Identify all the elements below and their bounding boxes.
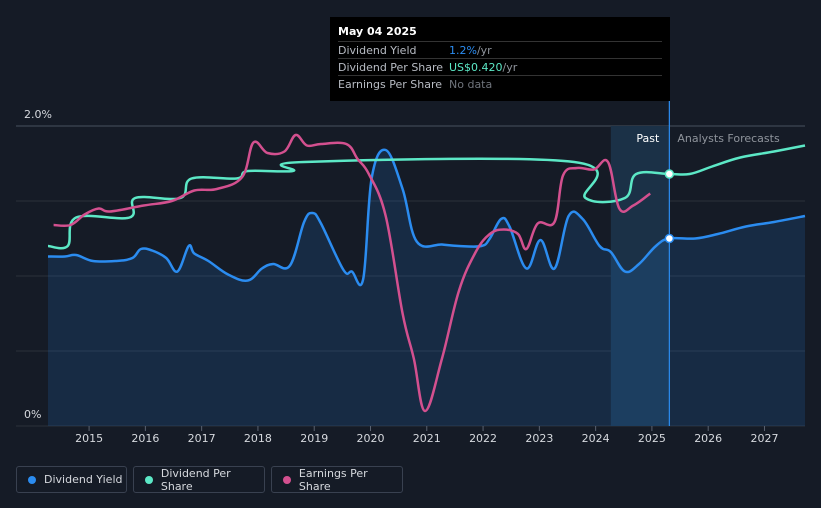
tooltip-value: No data [449,78,493,91]
tooltip-date: May 04 2025 [338,25,417,38]
x-tick-label: 2027 [750,432,778,445]
x-tick-label: 2019 [300,432,328,445]
dividend-yield-area [48,149,805,426]
series-lines [47,133,806,413]
x-tick-label: 2016 [131,432,159,445]
x-axis-ticks: 2015 2016 2017 2018 2019 2020 2021 2022 2023 2024… [75,426,778,445]
dividend-yield-line [47,148,806,287]
tooltip: May 04 2025 Dividend Yield 1.2% /yr Divi… [330,17,670,101]
legend-earnings-per-share[interactable]: Earnings Per Share [271,466,403,493]
highlight-point [664,233,675,244]
tooltip-row-dividend-per-share: Dividend Per Share US$0.420 /yr [338,58,662,76]
tooltip-label: Dividend Yield [338,44,417,57]
legend-dividend-per-share[interactable]: Dividend Per Share [133,466,265,493]
x-tick-label: 2021 [413,432,441,445]
tooltip-label: Dividend Per Share [338,61,444,74]
x-tick-label: 2015 [75,432,103,445]
y-label-top: 2.0% [24,108,52,121]
y-label-bottom: 0% [24,408,41,421]
dividend-per-share-line [47,144,806,250]
tooltip-row-dividend-yield: Dividend Yield 1.2% /yr [338,41,662,59]
tooltip-unit: /yr [502,61,518,74]
tooltip-label: Earnings Per Share [338,78,443,91]
legend-label: Dividend Per Share [160,466,231,493]
highlight-points [664,169,675,244]
earnings-per-share-line [53,133,651,413]
x-tick-label: 2022 [469,432,497,445]
tooltip-row-earnings-per-share: Earnings Per Share No data [338,75,662,93]
tooltip-value: US$0.420 [449,61,503,74]
legend-dividend-yield[interactable]: Dividend Yield [16,466,127,493]
forecast-label: Analysts Forecasts [677,132,780,145]
x-tick-label: 2017 [188,432,216,445]
grid-lines [16,125,805,427]
x-tick-label: 2020 [356,432,384,445]
x-tick-label: 2024 [582,432,610,445]
x-tick-label: 2025 [638,432,666,445]
legend-dot-icon [145,475,153,484]
legend-label: Earnings Per Share [298,466,368,493]
tooltip-value: 1.2% [449,44,477,57]
legend-dot-icon [283,475,291,484]
tooltip-unit: /yr [476,44,492,57]
x-tick-label: 2026 [694,432,722,445]
past-label: Past [636,132,660,145]
x-tick-label: 2023 [525,432,553,445]
legend-dot-icon [28,475,36,484]
past-shade-region [610,126,670,426]
highlight-point [664,169,675,179]
x-tick-label: 2018 [244,432,272,445]
legend-label: Dividend Yield [44,473,123,486]
